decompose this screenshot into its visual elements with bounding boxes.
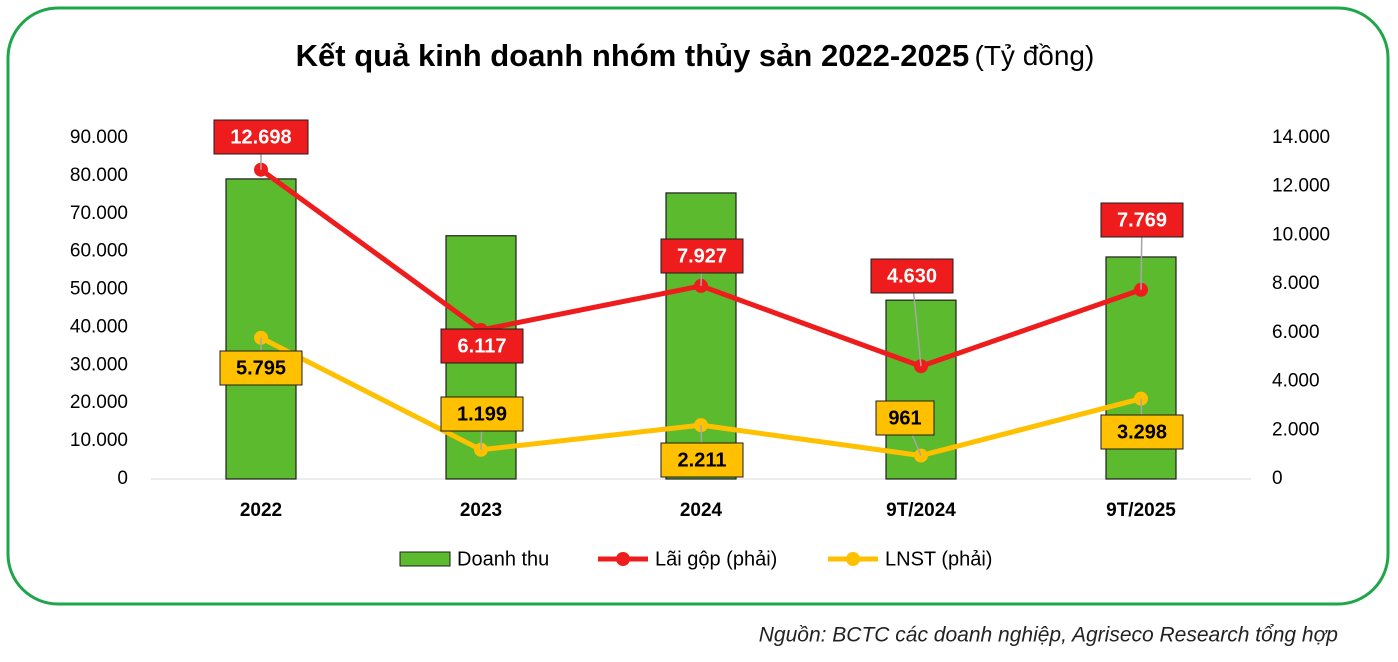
x-tick-label: 2023 (460, 500, 502, 521)
x-tick-label: 2022 (240, 500, 282, 521)
legend-label: Lãi gộp (phải) (655, 548, 777, 570)
y2-tick-label: 0 (1272, 468, 1283, 489)
data-label: 7.927 (677, 245, 727, 267)
y2-tick-label: 2.000 (1272, 419, 1320, 440)
y-tick-label: 70.000 (70, 203, 128, 224)
label-box (870, 258, 954, 294)
label-box (213, 119, 309, 155)
y2-tick-label: 14.000 (1272, 127, 1330, 148)
label-box (660, 238, 744, 274)
y-tick-label: 60.000 (70, 241, 128, 262)
y-tick-label: 0 (117, 468, 128, 489)
label-box (440, 396, 524, 432)
y-tick-label: 80.000 (70, 165, 128, 186)
data-label: 961 (888, 407, 921, 429)
x-tick-label: 9T/2025 (1106, 500, 1176, 521)
data-label: 4.630 (887, 265, 937, 287)
legend-swatch (399, 551, 451, 567)
y-tick-label: 40.000 (70, 316, 128, 337)
label-box (875, 400, 935, 436)
legend-marker (846, 552, 860, 566)
x-tick-label: 9T/2024 (886, 500, 956, 521)
data-label: 12.698 (230, 126, 291, 148)
title-main: Kết quả kinh doanh nhóm thủy sản 2022-20… (296, 38, 970, 73)
label-box (660, 442, 744, 478)
y2-tick-label: 4.000 (1272, 371, 1320, 392)
data-label: 6.117 (458, 335, 507, 357)
bar (225, 178, 297, 480)
label-box (1100, 414, 1184, 450)
data-label: 5.795 (236, 357, 286, 379)
data-label: 2.211 (678, 449, 727, 471)
data-label: 3.298 (1117, 421, 1167, 443)
source-note: Nguồn: BCTC các doanh nghiệp, Agriseco R… (759, 624, 1338, 647)
y2-tick-label: 10.000 (1272, 224, 1330, 245)
y-tick-label: 30.000 (70, 354, 128, 375)
x-tick-label: 2024 (680, 500, 723, 521)
y2-tick-label: 12.000 (1272, 176, 1330, 197)
legend-label: Doanh thu (457, 548, 549, 570)
legend-label: LNST (phải) (885, 548, 992, 570)
data-label: 1.199 (457, 403, 507, 425)
label-box (440, 328, 524, 364)
y-tick-label: 20.000 (70, 392, 128, 413)
y2-tick-label: 8.000 (1272, 273, 1320, 294)
label-box (1100, 202, 1184, 238)
y-tick-label: 50.000 (70, 279, 128, 300)
title-unit: (Tỷ đồng) (975, 40, 1095, 71)
y-tick-label: 10.000 (70, 430, 128, 451)
data-label: 7.769 (1117, 209, 1167, 231)
y2-tick-label: 6.000 (1272, 322, 1320, 343)
y-tick-label: 90.000 (70, 127, 128, 148)
legend-marker (616, 552, 630, 566)
label-box (219, 350, 303, 386)
chart-title: Kết quả kinh doanh nhóm thủy sản 2022-20… (296, 38, 1095, 73)
